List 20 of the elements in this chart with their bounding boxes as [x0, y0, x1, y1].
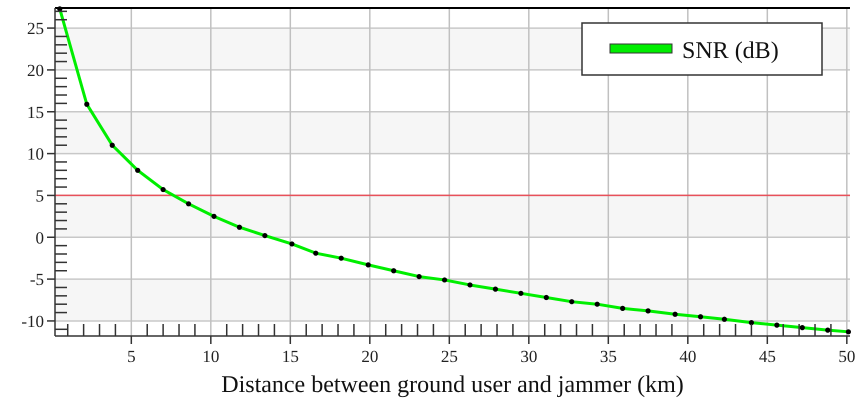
x-axis-title: Distance between ground user and jammer (km)	[221, 372, 684, 398]
x-tick-label: 35	[600, 347, 617, 366]
x-tick-label: 40	[679, 347, 696, 366]
x-tick-label: 30	[520, 347, 538, 366]
x-tick-label: 5	[127, 347, 136, 366]
x-tick-label: 50	[838, 347, 855, 366]
legend-label: SNR (dB)	[682, 38, 779, 64]
y-tick-label: 10	[27, 144, 44, 164]
x-tick-label: 15	[282, 347, 299, 366]
y-tick-label: -10	[21, 312, 44, 331]
y-tick-label: -5	[30, 270, 44, 290]
y-tick-label: 5	[36, 186, 44, 206]
x-tick-label: 45	[758, 347, 776, 366]
y-tick-label: 15	[27, 102, 44, 122]
x-tick-label: 10	[202, 347, 220, 366]
x-tick-label: 25	[440, 347, 458, 366]
y-tick-label: 25	[27, 19, 44, 38]
x-tick-label: 20	[361, 347, 378, 366]
y-tick-label: 20	[27, 60, 44, 80]
y-tick-label: 0	[36, 228, 44, 248]
